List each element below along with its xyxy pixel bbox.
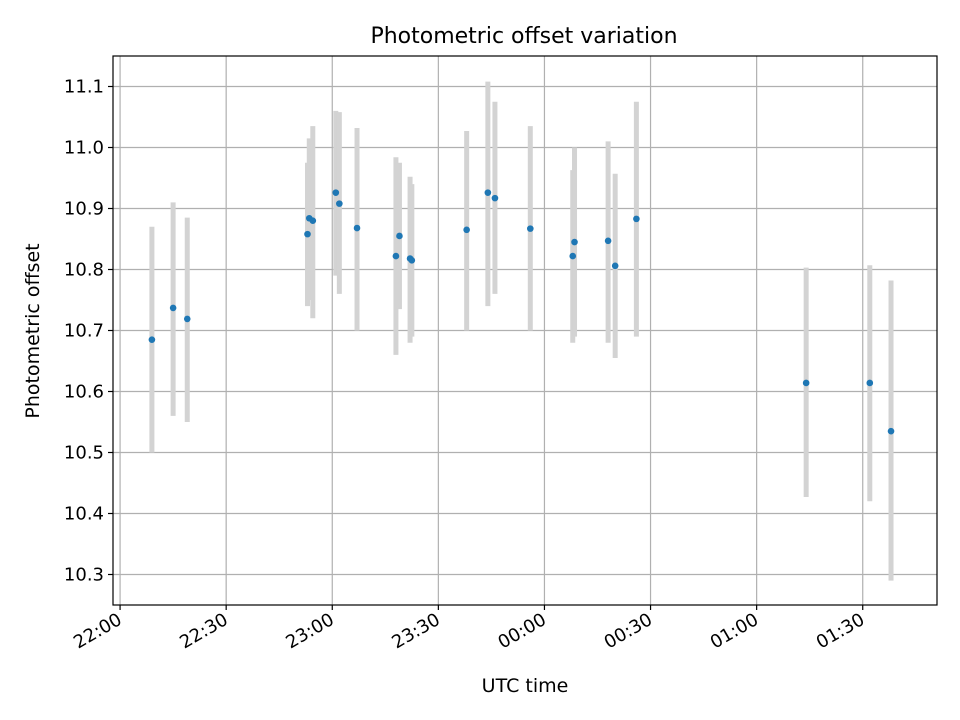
y-tick-label: 10.8 [64, 260, 104, 281]
y-axis-label: Photometric offset [22, 243, 44, 418]
data-point [887, 427, 895, 435]
data-point [633, 215, 640, 223]
data-point [169, 304, 177, 312]
data-point [392, 252, 400, 260]
data-point [336, 200, 343, 207]
errorbars [149, 81, 894, 581]
x-tick-label: 00:00 [495, 609, 550, 653]
data-point [604, 237, 612, 245]
data-point [463, 226, 470, 234]
data-point [396, 232, 403, 240]
data-point [309, 217, 317, 224]
y-tick-label: 10.4 [64, 504, 104, 525]
data-point [802, 379, 810, 387]
x-ticks: 22:00 22:30 23:00 23:30 00:00 00:30 01:00 01:30 [70, 605, 868, 653]
chart-title: Photometric offset variation [370, 24, 677, 49]
y-ticks: 10.3 10.4 10.5 10.6 10.7 10.8 10.9 11.0 11.1 [64, 77, 113, 586]
x-axis-label: UTC time [482, 675, 569, 697]
data-point [571, 238, 578, 246]
data-point [484, 189, 492, 196]
x-tick-label: 01:00 [707, 609, 762, 653]
data-point [611, 262, 619, 270]
data-point [527, 225, 534, 232]
y-tick-label: 10.9 [64, 199, 104, 220]
data-point [491, 194, 499, 202]
x-tick-label: 23:30 [388, 609, 443, 653]
y-tick-label: 10.5 [64, 443, 104, 464]
y-tick-label: 10.3 [64, 565, 104, 586]
y-tick-label: 11.0 [64, 138, 104, 159]
data-point [332, 189, 340, 196]
data-points [148, 189, 895, 435]
grid [113, 56, 937, 605]
x-tick-label: 22:00 [70, 609, 125, 653]
data-point [183, 315, 191, 323]
y-tick-label: 10.6 [64, 382, 104, 403]
data-point [866, 379, 874, 387]
data-point [148, 336, 156, 343]
y-tick-label: 11.1 [64, 77, 104, 98]
x-tick-label: 00:30 [601, 609, 656, 653]
x-tick-label: 01:30 [813, 609, 868, 653]
x-tick-label: 22:30 [176, 609, 231, 653]
data-point [569, 252, 577, 260]
data-point [304, 230, 311, 238]
data-point [353, 224, 361, 232]
data-point [408, 257, 416, 264]
x-tick-label: 23:00 [282, 609, 337, 653]
y-tick-label: 10.7 [64, 321, 104, 342]
